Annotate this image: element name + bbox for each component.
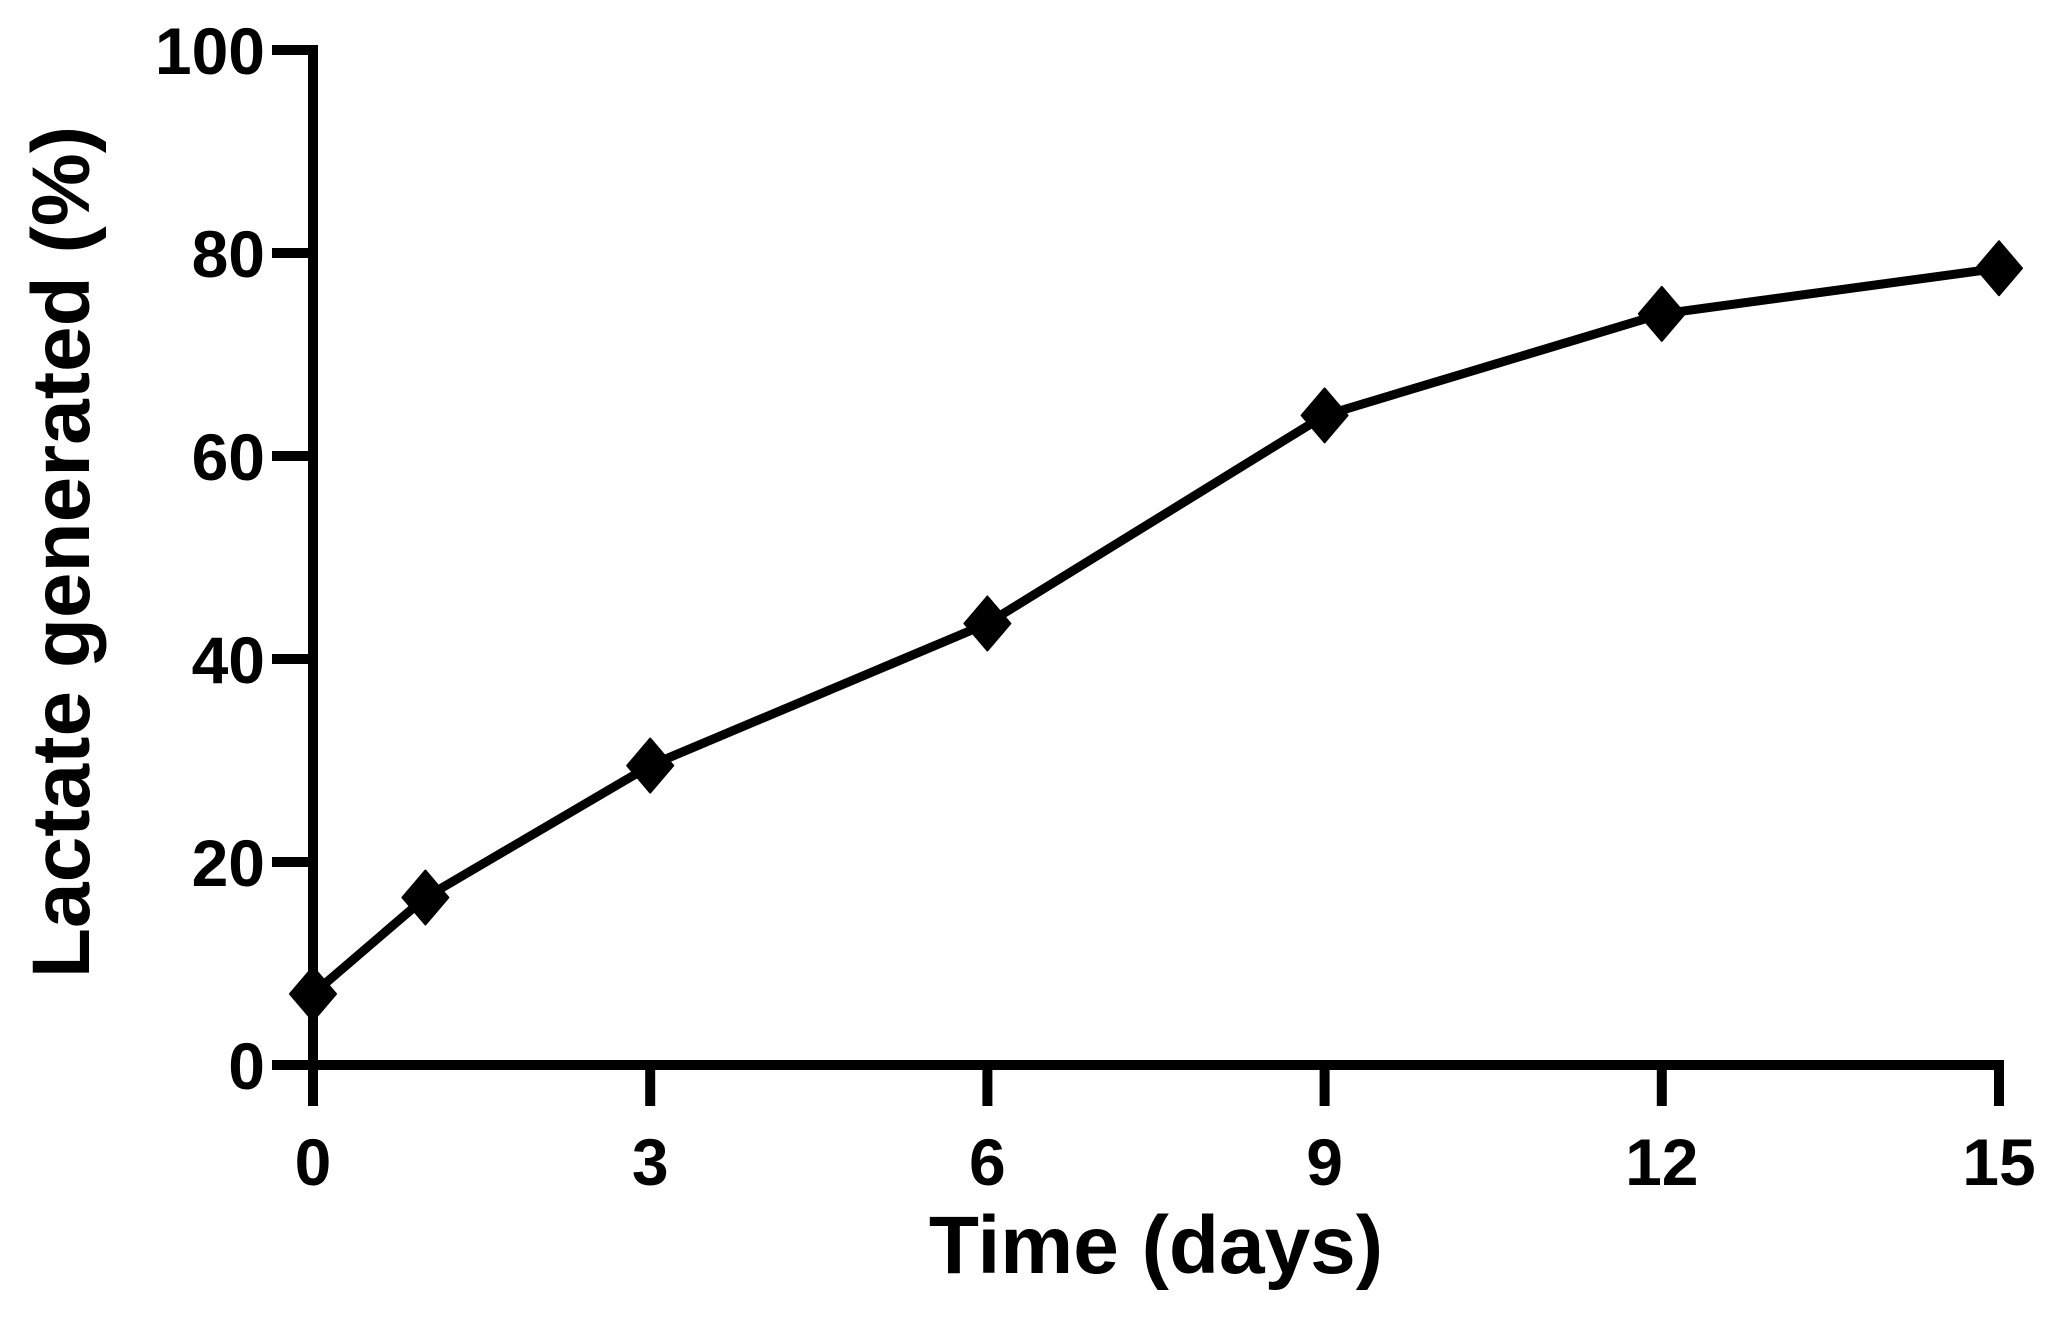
data-point-marker [1975, 240, 2023, 297]
data-point-marker [626, 737, 675, 794]
y-tick-label: 20 [192, 826, 265, 900]
data-point-marker [289, 965, 337, 1022]
y-tick-label: 100 [155, 14, 265, 88]
data-series-line [308, 263, 2004, 999]
y-tick-label: 0 [228, 1029, 265, 1103]
data-point-marker [1637, 285, 1686, 342]
x-axis-title: Time (days) [928, 1200, 1384, 1291]
y-axis-title: Lactate generated (%) [16, 125, 107, 979]
y-tick-label: 60 [192, 420, 265, 494]
x-tick-label: 3 [632, 1125, 669, 1199]
x-tick-label: 6 [969, 1125, 1006, 1199]
y-tick-label: 40 [192, 623, 265, 697]
data-point-marker [401, 869, 450, 926]
data-point-marker [1300, 387, 1349, 444]
x-tick-label: 9 [1306, 1125, 1343, 1199]
x-tick-label: 12 [1625, 1125, 1698, 1199]
x-tick-label: 15 [1962, 1125, 2035, 1199]
y-tick-label: 80 [192, 217, 265, 291]
data-point-marker [963, 595, 1012, 652]
x-tick-label: 0 [295, 1125, 332, 1199]
